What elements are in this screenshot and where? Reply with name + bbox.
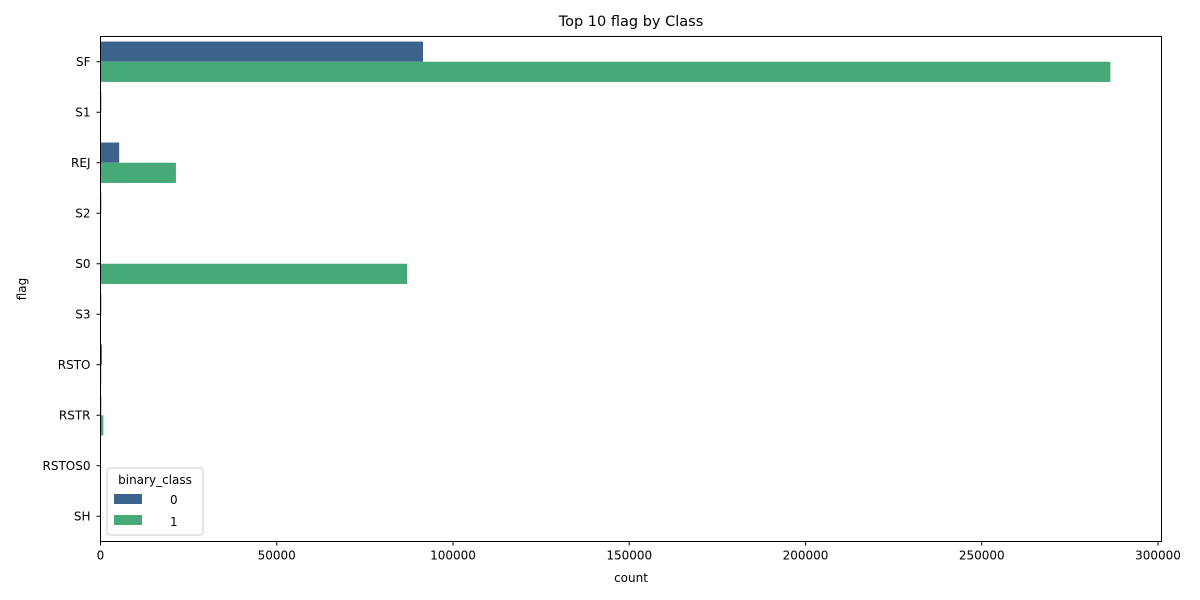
x-tick-label-50000: 50000: [258, 549, 296, 563]
x-tick-label-150000: 150000: [606, 549, 652, 563]
y-tick-label-sf: SF: [76, 55, 91, 69]
legend-swatch-1: [114, 515, 142, 525]
y-axis-ticks: SF S1 REJ S2 S0 S3 RSTO RSTR RSTOS0 SH: [43, 55, 101, 523]
y-tick-label-s3: S3: [75, 307, 90, 321]
legend-title: binary_class: [118, 473, 192, 487]
y-tick-label-rsto: RSTO: [58, 358, 91, 372]
bar-sf-class-1: [100, 61, 1111, 82]
y-tick-label-rej: REJ: [71, 156, 90, 170]
y-tick-label-rstos0: RSTOS0: [43, 459, 91, 473]
legend-swatch-0: [114, 494, 142, 504]
plot-frame: [100, 36, 1162, 542]
x-tick-label-100000: 100000: [430, 549, 476, 563]
chart-title: Top 10 flag by Class: [558, 14, 704, 30]
x-tick-label-300000: 300000: [1135, 549, 1181, 563]
bar-rsto-class-0: [100, 344, 102, 365]
bar-rej-class-0: [100, 142, 120, 163]
bar-rej-class-1: [100, 162, 176, 183]
x-tick-label-250000: 250000: [959, 549, 1005, 563]
x-axis-ticks: 0 50000 100000 150000 200000 250000 300000: [97, 541, 1181, 563]
y-tick-label-s2: S2: [75, 206, 90, 220]
y-tick-label-s0: S0: [75, 257, 90, 271]
x-axis-label: count: [614, 571, 648, 585]
y-tick-label-sh: SH: [74, 509, 91, 523]
bar-sf-class-0: [100, 41, 424, 62]
y-axis-label: flag: [15, 278, 29, 301]
legend: binary_class 0 1: [106, 467, 204, 536]
x-tick-label-0: 0: [97, 549, 105, 563]
bars-group: [100, 41, 1111, 436]
y-tick-label-rstr: RSTR: [59, 408, 91, 422]
bar-rstr-class-1: [100, 415, 104, 436]
bar-s0-class-1: [100, 263, 408, 284]
legend-label-1: 1: [170, 515, 178, 529]
y-tick-label-s1: S1: [75, 105, 90, 119]
legend-label-0: 0: [170, 493, 178, 507]
x-tick-label-200000: 200000: [783, 549, 829, 563]
